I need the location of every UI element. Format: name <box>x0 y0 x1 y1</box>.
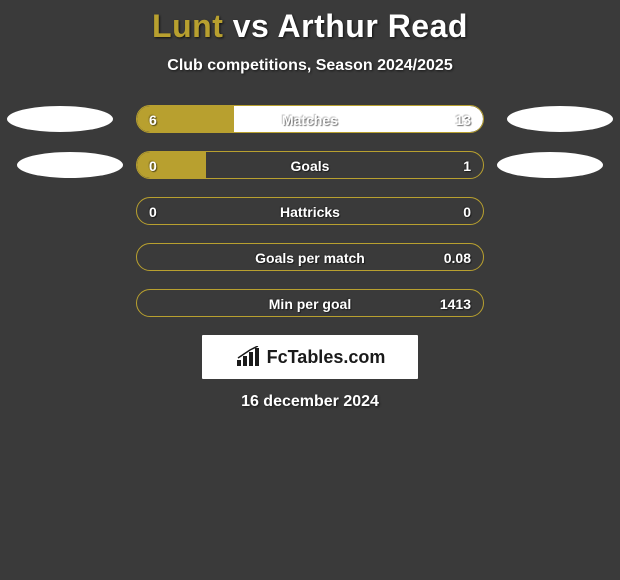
stat-value-right: 1413 <box>440 290 471 317</box>
stat-label: Min per goal <box>137 290 483 317</box>
title-vs: vs <box>233 8 270 44</box>
stat-row: Min per goal1413 <box>136 289 484 317</box>
brand-box[interactable]: FcTables.com <box>202 335 418 379</box>
brand-text: FcTables.com <box>267 347 386 368</box>
stat-label: Matches <box>137 106 483 133</box>
left-player-logo <box>7 106 113 132</box>
stat-value-right: 0.08 <box>444 244 471 271</box>
stat-row: 0Goals1 <box>136 151 484 179</box>
stat-value-right: 1 <box>463 152 471 179</box>
stat-row: 6Matches13 <box>136 105 484 133</box>
stat-value-right: 0 <box>463 198 471 225</box>
subtitle: Club competitions, Season 2024/2025 <box>0 57 620 75</box>
title-player2: Arthur Read <box>278 8 468 44</box>
stat-label: Hattricks <box>137 198 483 225</box>
right-player-logo <box>507 106 613 132</box>
stat-row: Goals per match0.08 <box>136 243 484 271</box>
stat-row: 0Hattricks0 <box>136 197 484 225</box>
stat-label: Goals <box>137 152 483 179</box>
date-line: 16 december 2024 <box>0 393 620 411</box>
barchart-icon <box>235 346 261 368</box>
stats-container: 6Matches130Goals10Hattricks0Goals per ma… <box>0 105 620 317</box>
right-player-logo <box>497 152 603 178</box>
left-player-logo <box>17 152 123 178</box>
stat-label: Goals per match <box>137 244 483 271</box>
page-title: Lunt vs Arthur Read <box>0 8 620 45</box>
stat-value-right: 13 <box>455 106 471 133</box>
title-player1: Lunt <box>152 8 223 44</box>
